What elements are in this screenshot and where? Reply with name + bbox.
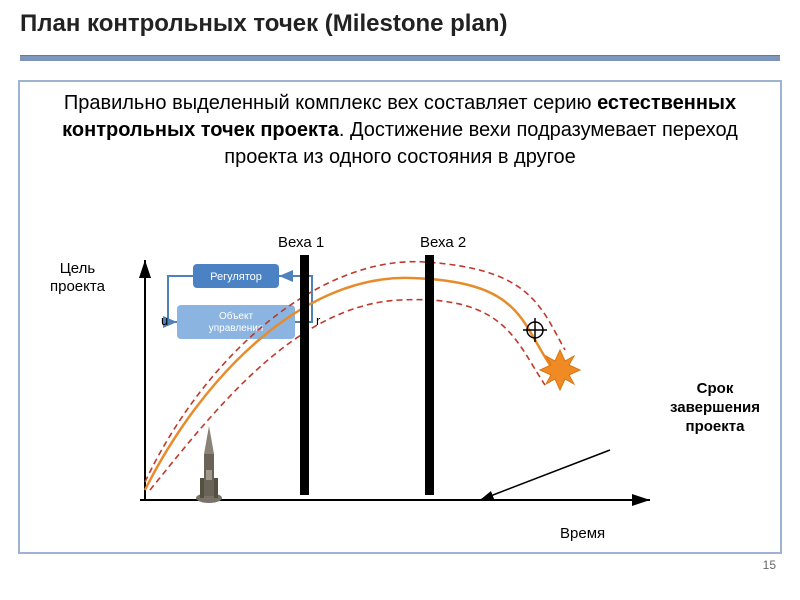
x-axis-label: Время (560, 525, 605, 542)
para-pre: Правильно выделенный комплекс вех состав… (64, 92, 597, 114)
deadline-arrow (480, 450, 610, 500)
object-label-2: управления (209, 323, 264, 334)
regulator-label: Регулятор (210, 271, 262, 283)
milestone-2-label: Веха 2 (420, 234, 466, 251)
title-underline (20, 55, 780, 61)
milestone-1-label: Веха 1 (278, 234, 324, 251)
milestone-bar-1 (300, 255, 309, 495)
target-marker-icon (523, 318, 547, 342)
control-loop-block: Регулятор Объект управления u r (161, 264, 321, 339)
rocket-icon (192, 426, 226, 504)
milestone-bar-2 (425, 255, 434, 495)
description-paragraph: Правильно выделенный комплекс вех состав… (30, 90, 770, 171)
object-label-1: Объект (219, 310, 253, 322)
slide: План контрольных точек (Milestone plan) … (0, 0, 800, 600)
io-u: u (161, 313, 168, 328)
y-axis-label: Цельпроекта (50, 260, 105, 296)
deadline-label: Срокзавершенияпроекта (670, 380, 760, 436)
slide-title: План контрольных точек (Milestone plan) (20, 10, 507, 38)
burst-icon (540, 350, 580, 390)
page-number: 15 (763, 558, 776, 572)
